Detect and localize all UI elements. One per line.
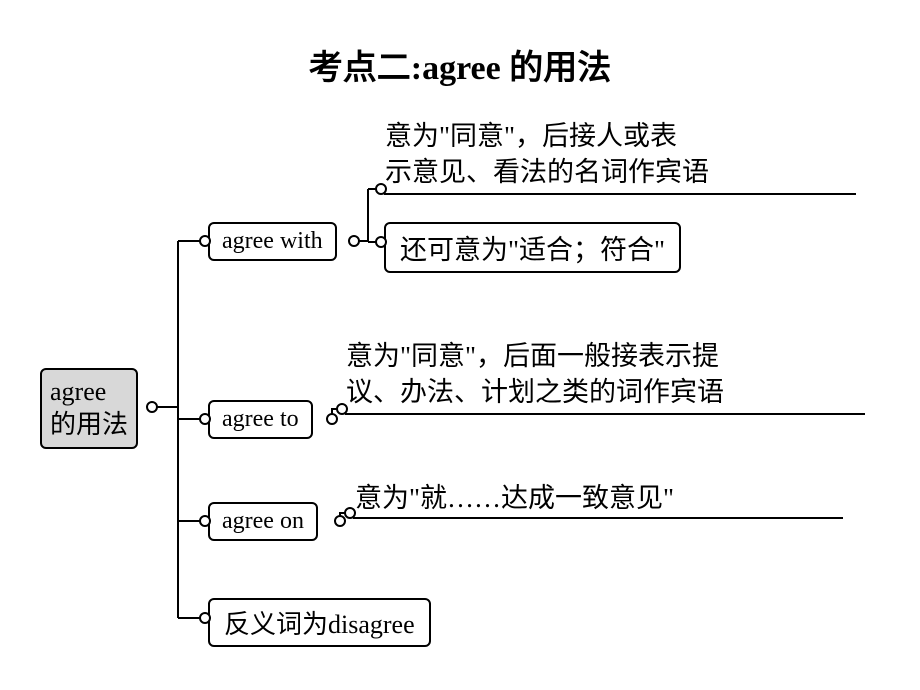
root-line2: 的用法 bbox=[50, 409, 128, 442]
node-agree-to: agree to bbox=[208, 400, 313, 439]
node-with-desc2: 还可意为"适合；符合" bbox=[384, 222, 681, 273]
on-desc-underline bbox=[353, 517, 843, 519]
joint-with-d2 bbox=[375, 236, 387, 248]
to-desc-line1: 意为"同意"，后面一般接表示提 bbox=[346, 338, 724, 374]
root-node: agree 的用法 bbox=[40, 368, 138, 449]
node-antonym: 反义词为disagree bbox=[208, 598, 431, 647]
with-desc1-line1: 意为"同意"，后接人或表 bbox=[385, 118, 709, 154]
with-desc1: 意为"同意"，后接人或表 示意见、看法的名词作宾语 bbox=[385, 118, 709, 191]
joint-on-in bbox=[199, 515, 211, 527]
joint-to-d bbox=[336, 403, 348, 415]
joint-on-d bbox=[344, 507, 356, 519]
to-desc-line2: 议、办法、计划之类的词作宾语 bbox=[346, 374, 724, 410]
with-desc1-underline bbox=[384, 193, 856, 195]
on-desc-line1: 意为"就……达成一致意见" bbox=[355, 480, 674, 516]
diagram-canvas: 考点二:agree 的用法 agree 的用法 agree with agree… bbox=[0, 0, 920, 690]
joint-with-in bbox=[199, 235, 211, 247]
on-desc: 意为"就……达成一致意见" bbox=[355, 480, 674, 516]
page-title: 考点二:agree 的用法 bbox=[0, 40, 920, 89]
root-line1: agree bbox=[50, 376, 128, 409]
node-agree-on: agree on bbox=[208, 502, 318, 541]
joint-ant-in bbox=[199, 612, 211, 624]
joint-to-in bbox=[199, 413, 211, 425]
joint-to-out bbox=[326, 413, 338, 425]
joint-with-d1 bbox=[375, 183, 387, 195]
joint-with-out bbox=[348, 235, 360, 247]
with-desc1-line2: 示意见、看法的名词作宾语 bbox=[385, 154, 709, 190]
to-desc: 意为"同意"，后面一般接表示提 议、办法、计划之类的词作宾语 bbox=[346, 338, 724, 411]
joint-on-out bbox=[334, 515, 346, 527]
node-agree-with: agree with bbox=[208, 222, 337, 261]
to-desc-underline bbox=[345, 413, 865, 415]
joint-root-out bbox=[146, 401, 158, 413]
